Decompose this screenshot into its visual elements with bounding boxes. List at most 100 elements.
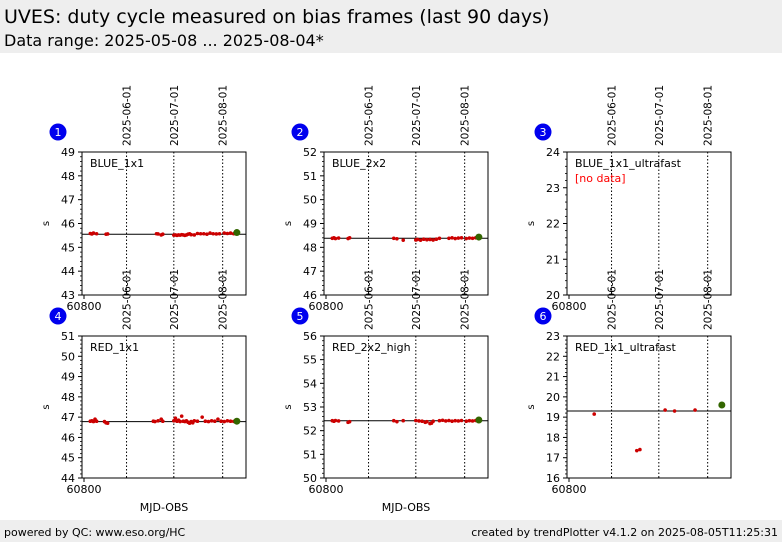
chart-6-data-point bbox=[634, 448, 639, 453]
chart-4-y-tick-label: 51 bbox=[61, 330, 75, 343]
chart-6-y-tick-label: 23 bbox=[546, 330, 560, 343]
chart-4-date-label: 2025-06-01 bbox=[122, 269, 134, 330]
chart-2-y-tick-label: 49 bbox=[303, 218, 317, 231]
chart-6-y-tick-label: 16 bbox=[546, 472, 560, 485]
chart-4-y-tick-label: 50 bbox=[61, 350, 75, 363]
chart-1-data-point bbox=[91, 231, 96, 235]
chart-4-data-point bbox=[209, 418, 214, 423]
chart-5-frame bbox=[323, 335, 489, 479]
chart-6-date-label: 2025-07-01 bbox=[654, 269, 666, 330]
chart-6-date-label: 2025-08-01 bbox=[703, 269, 715, 330]
chart-4-data-point bbox=[156, 418, 160, 423]
chart-2-data-point bbox=[333, 236, 338, 241]
chart-5-data-point bbox=[414, 418, 418, 423]
chart-2-data-point bbox=[347, 236, 352, 240]
chart-1-data-point bbox=[217, 231, 222, 236]
chart-1-data-point bbox=[208, 231, 212, 235]
chart-1-y-tick-label: 48 bbox=[61, 170, 75, 183]
chart-3-y-tick-label: 20 bbox=[546, 289, 560, 302]
chart-2-data-point bbox=[425, 237, 429, 242]
chart-6-x-tick-label: 60800 bbox=[552, 483, 587, 496]
trend-charts: 2025-06-01 2025-07-01 2025-08-011434445464… bbox=[41, 85, 732, 514]
chart-5-y-tick-label: 53 bbox=[303, 401, 317, 414]
chart-2-y-tick-label: 47 bbox=[303, 265, 317, 278]
chart-1-y-tick-label: 45 bbox=[61, 241, 75, 254]
chart-3-y-tick-label: 24 bbox=[546, 146, 560, 159]
chart-4-data-point bbox=[153, 419, 157, 424]
chart-4-data-point bbox=[173, 416, 178, 420]
chart-2-data-point bbox=[467, 236, 472, 240]
chart-2-data-point bbox=[336, 236, 341, 240]
chart-3-y-axis-label: s bbox=[526, 221, 537, 226]
chart-2-y-tick-label: 46 bbox=[303, 289, 317, 302]
chart-5-y-tick-label: 56 bbox=[303, 330, 317, 343]
chart-3-date-label: 2025-06-01 bbox=[607, 85, 619, 146]
chart-6-data-point bbox=[672, 409, 677, 413]
chart-6-y-tick-label: 17 bbox=[546, 452, 560, 465]
chart-5-data-point bbox=[447, 418, 451, 423]
chart-4-x-tick-label: 60800 bbox=[67, 483, 102, 496]
chart-2-date-label: 2025-06-01 bbox=[364, 85, 376, 146]
chart-5-y-tick-label: 51 bbox=[303, 448, 317, 461]
chart-1-data-point bbox=[225, 231, 230, 236]
chart-1-data-point bbox=[214, 232, 219, 236]
chart-1-y-tick-label: 49 bbox=[61, 146, 75, 159]
footer-created-by: created by trendPlotter v4.1.2 on 2025-0… bbox=[471, 526, 778, 539]
chart-2-data-point bbox=[447, 236, 451, 241]
chart-2-data-point bbox=[434, 237, 439, 242]
chart-4-y-tick-label: 44 bbox=[61, 472, 75, 485]
chart-4-data-point bbox=[216, 417, 220, 421]
chart-1-data-point bbox=[198, 231, 203, 236]
chart-4-date-label: 2025-08-01 bbox=[218, 269, 230, 330]
chart-5-date-label: 2025-07-01 bbox=[411, 269, 423, 330]
chart-4-data-point bbox=[160, 419, 165, 424]
chart-6-y-tick-label: 21 bbox=[546, 371, 560, 384]
chart-6-data-point bbox=[638, 447, 642, 452]
chart-5-data-point bbox=[459, 418, 464, 423]
chart-2-date-label: 2025-08-01 bbox=[460, 85, 472, 146]
chart-5-y-tick-label: 55 bbox=[303, 354, 317, 367]
chart-1-data-point bbox=[211, 231, 216, 236]
chart-4-panel-label: RED_1x1 bbox=[90, 341, 139, 354]
chart-6-y-axis-label: s bbox=[526, 404, 537, 409]
chart-5-data-point bbox=[464, 419, 469, 424]
chart-5-panel-label: RED_2x2_high bbox=[332, 341, 411, 354]
chart-6-panel-label: RED_1x1_ultrafast bbox=[575, 341, 677, 354]
footer-powered-by[interactable]: powered by QC: www.eso.org/HC bbox=[4, 526, 186, 539]
chart-3-y-tick-label: 23 bbox=[546, 182, 560, 195]
chart-5-data-point bbox=[417, 419, 421, 423]
chart-4-data-point bbox=[195, 419, 200, 424]
chart-1-data-point bbox=[222, 231, 227, 235]
chart-2-data-point bbox=[401, 238, 406, 242]
chart-5-data-point bbox=[336, 419, 341, 423]
chart-2-data-point bbox=[459, 236, 464, 240]
chart-5-data-point bbox=[425, 419, 429, 424]
chart-6-frame bbox=[566, 335, 732, 479]
chart-2-data-point bbox=[395, 236, 399, 241]
chart-5-y-tick-label: 54 bbox=[303, 377, 317, 390]
chart-4-y-tick-label: 46 bbox=[61, 431, 75, 444]
chart-1-y-tick-label: 46 bbox=[61, 218, 75, 231]
chart-1-data-point bbox=[205, 232, 209, 237]
chart-4-y-tick-label: 45 bbox=[61, 452, 75, 465]
chart-2-data-point bbox=[450, 236, 454, 240]
chart-4-data-point bbox=[179, 414, 184, 418]
chart-4-y-tick-label: 47 bbox=[61, 411, 75, 424]
chart-1-data-point bbox=[192, 233, 197, 237]
chart-3-x-tick-label: 60800 bbox=[552, 300, 587, 313]
chart-1-badge-number: 1 bbox=[55, 126, 62, 139]
chart-4-data-point bbox=[200, 415, 204, 419]
chart-1-data-point bbox=[189, 232, 193, 237]
chart-3-panel-label: BLUE_1x1_ultrafast bbox=[575, 157, 682, 170]
chart-2-data-point bbox=[470, 236, 475, 241]
chart-2-y-tick-label: 50 bbox=[303, 194, 317, 207]
chart-2-data-point bbox=[437, 236, 442, 241]
chart-5-data-point bbox=[456, 419, 461, 423]
chart-1-date-label: 2025-06-01 bbox=[122, 85, 134, 146]
chart-3-date-label: 2025-07-01 bbox=[654, 85, 666, 146]
chart-5-latest-point bbox=[475, 416, 483, 424]
chart-4-data-point bbox=[228, 419, 233, 424]
chart-2-data-point bbox=[415, 237, 420, 242]
chart-6-date-label: 2025-06-01 bbox=[607, 269, 619, 330]
chart-4-data-point bbox=[105, 421, 110, 426]
